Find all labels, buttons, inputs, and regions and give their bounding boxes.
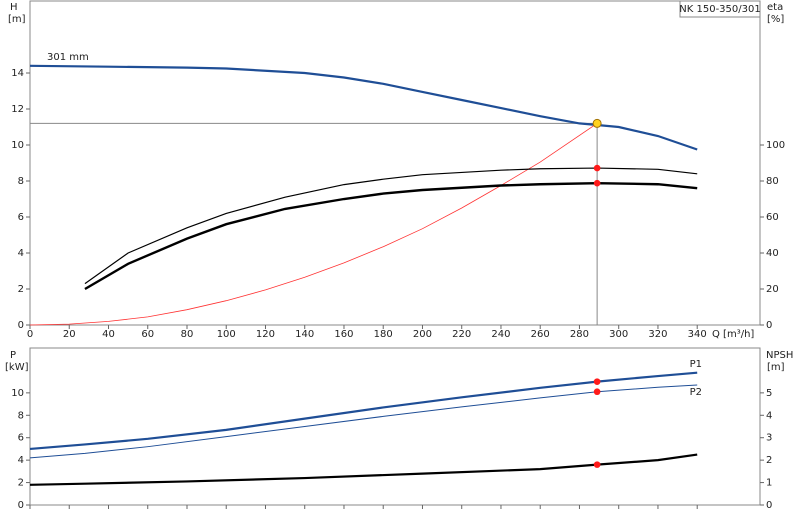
y-tick-label: 10 — [11, 388, 24, 399]
series-line — [29, 371, 698, 451]
y2-label: NPSH — [766, 350, 793, 361]
y-label: P — [10, 350, 16, 361]
y-tick-label: 4 — [18, 455, 24, 466]
title-box — [679, 0, 761, 18]
y-tick-label: 10 — [11, 140, 24, 151]
operating-point — [592, 118, 602, 128]
y2-tick-label: 80 — [766, 176, 779, 187]
x-tick-label: 40 — [102, 329, 115, 340]
series-label: P2 — [690, 387, 702, 398]
y-tick-label: 8 — [18, 410, 24, 421]
y2-unit: [m] — [767, 362, 785, 373]
series-line — [29, 384, 698, 459]
series-line — [29, 64, 698, 151]
y2-tick-label: 0 — [766, 500, 772, 511]
chart-title: NK 150-350/301 — [679, 4, 760, 15]
x-tick-label: 320 — [648, 329, 667, 340]
series-line — [29, 123, 598, 326]
series-line — [29, 453, 698, 486]
y-tick-label: 0 — [18, 320, 24, 331]
operating-point — [593, 164, 601, 172]
x-tick-label: 240 — [491, 329, 510, 340]
y2-tick-label: 4 — [766, 410, 772, 421]
x-tick-label: 0 — [27, 329, 33, 340]
y2-tick-label: 1 — [766, 478, 772, 489]
x-tick-label: 280 — [570, 329, 589, 340]
x-tick-label: 100 — [217, 329, 236, 340]
x-tick-label: 160 — [334, 329, 353, 340]
operating-point — [593, 378, 601, 385]
y2-label: eta — [767, 2, 783, 13]
bottom-frame — [29, 347, 761, 506]
series-label: 301 mm — [47, 52, 89, 63]
y2-tick-label: 20 — [766, 284, 779, 295]
y-tick-label: 2 — [18, 284, 24, 295]
y-unit: [m] — [8, 14, 26, 25]
y2-tick-label: 60 — [766, 212, 779, 223]
y-tick-label: 2 — [18, 478, 24, 489]
x-tick-label: 300 — [609, 329, 628, 340]
series-label: P1 — [690, 359, 702, 370]
y-tick-label: 0 — [18, 500, 24, 511]
operating-point — [593, 179, 601, 187]
x-tick-label: 340 — [688, 329, 707, 340]
y-tick-label: 6 — [18, 433, 24, 444]
x-tick-label: 20 — [63, 329, 76, 340]
x-tick-label: 80 — [181, 329, 194, 340]
operating-point — [593, 461, 601, 468]
top-frame — [29, 0, 761, 326]
x-label: Q [m³/h] — [712, 329, 754, 340]
y2-tick-label: 100 — [766, 140, 785, 151]
x-tick-label: 220 — [452, 329, 471, 340]
x-tick-label: 180 — [374, 329, 393, 340]
x-tick-label: 140 — [295, 329, 314, 340]
y-tick-label: 12 — [11, 104, 24, 115]
y-tick-label: 4 — [18, 248, 24, 259]
x-tick-label: 200 — [413, 329, 432, 340]
y-unit: [kW] — [5, 362, 29, 373]
y-label: H — [10, 2, 18, 13]
y2-tick-label: 40 — [766, 248, 779, 259]
x-tick-label: 120 — [256, 329, 275, 340]
y-tick-label: 8 — [18, 176, 24, 187]
operating-point — [593, 388, 601, 396]
y-tick-label: 6 — [18, 212, 24, 223]
x-tick-label: 260 — [531, 329, 550, 340]
y2-tick-label: 2 — [766, 455, 772, 466]
y-tick-label: 14 — [11, 68, 24, 79]
x-tick-label: 60 — [141, 329, 154, 340]
y2-unit: [%] — [767, 14, 784, 25]
y2-tick-label: 3 — [766, 433, 772, 444]
y2-tick-label: 5 — [766, 388, 772, 399]
y2-tick-label: 0 — [766, 320, 772, 331]
